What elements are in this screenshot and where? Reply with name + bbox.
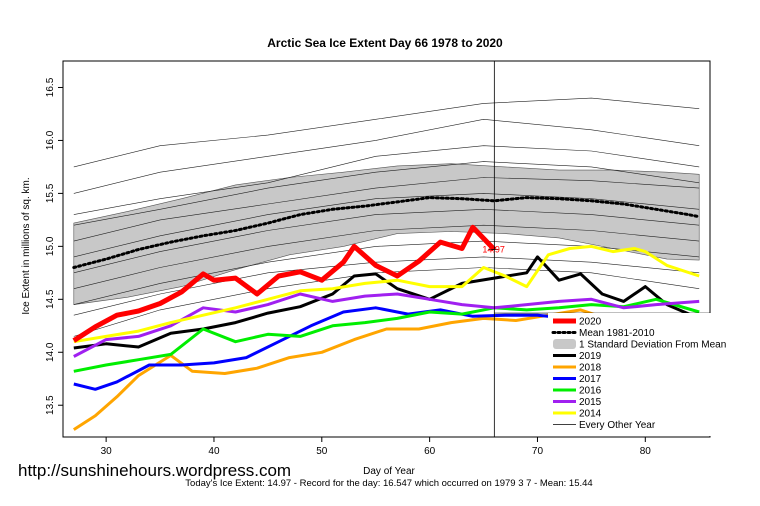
legend-label: 2017 <box>579 374 602 385</box>
series-line-2019 <box>73 255 700 350</box>
every-other-year-line <box>73 177 700 242</box>
y-tick-label: 14.5 <box>45 289 56 309</box>
x-tick-label: 80 <box>640 446 652 457</box>
every-other-year-line <box>73 224 700 289</box>
every-other-year-line <box>73 97 700 168</box>
x-tick-label: 70 <box>532 446 544 457</box>
y-tick-label: 15.5 <box>45 183 56 203</box>
y-ticks: 13.5 14.0 14.5 15.0 15.5 16.0 16.5 <box>45 77 63 415</box>
series-line-2016 <box>73 297 700 373</box>
series-line-2020 <box>72 224 497 343</box>
x-tick-label: 30 <box>101 446 113 457</box>
plot-frame <box>62 60 711 438</box>
footer-text: Today's Ice Extent: 14.97 - Record for t… <box>185 478 592 489</box>
x-tick-label: 40 <box>208 446 220 457</box>
every-other-year-layer <box>73 97 700 337</box>
y-axis-label: Ice Extent in millions of sq. km. <box>21 177 32 314</box>
legend-label: 2016 <box>579 386 602 397</box>
x-ticks: 30 40 50 60 70 80 <box>101 437 652 457</box>
legend-swatch <box>553 339 576 349</box>
every-other-year-line <box>73 145 700 215</box>
legend-label: 2014 <box>579 409 602 420</box>
y-tick-label: 13.5 <box>45 395 56 415</box>
legend-label: 1 Standard Deviation From Mean <box>579 340 726 351</box>
current-value-label: 14.97 <box>482 245 505 255</box>
every-other-year-line <box>73 208 700 274</box>
legend-label: Every Other Year <box>579 420 656 431</box>
chart-title: Arctic Sea Ice Extent Day 66 1978 to 202… <box>267 36 503 50</box>
mean-layer <box>72 196 701 269</box>
y-tick-label: 16.5 <box>45 77 56 97</box>
legend-label: 2015 <box>579 397 602 408</box>
legend-label: Mean 1981-2010 <box>579 328 655 339</box>
every-other-year-line <box>73 161 700 226</box>
legend-label: 2018 <box>579 363 602 374</box>
x-tick-label: 60 <box>424 446 436 457</box>
every-other-year-line <box>73 193 700 258</box>
every-other-year-line <box>73 118 700 194</box>
legend-label: 2019 <box>579 351 602 362</box>
x-tick-label: 50 <box>316 446 328 457</box>
series-line-2014 <box>73 244 700 344</box>
y-tick-label: 15.0 <box>45 236 56 256</box>
y-tick-label: 14.0 <box>45 342 56 362</box>
x-axis-label: Day of Year <box>363 466 415 477</box>
watermark: http://sunshinehours.wordpress.com <box>18 461 291 480</box>
y-tick-label: 16.0 <box>45 130 56 150</box>
legend-label: 2020 <box>579 317 602 328</box>
mean-line <box>72 196 701 269</box>
